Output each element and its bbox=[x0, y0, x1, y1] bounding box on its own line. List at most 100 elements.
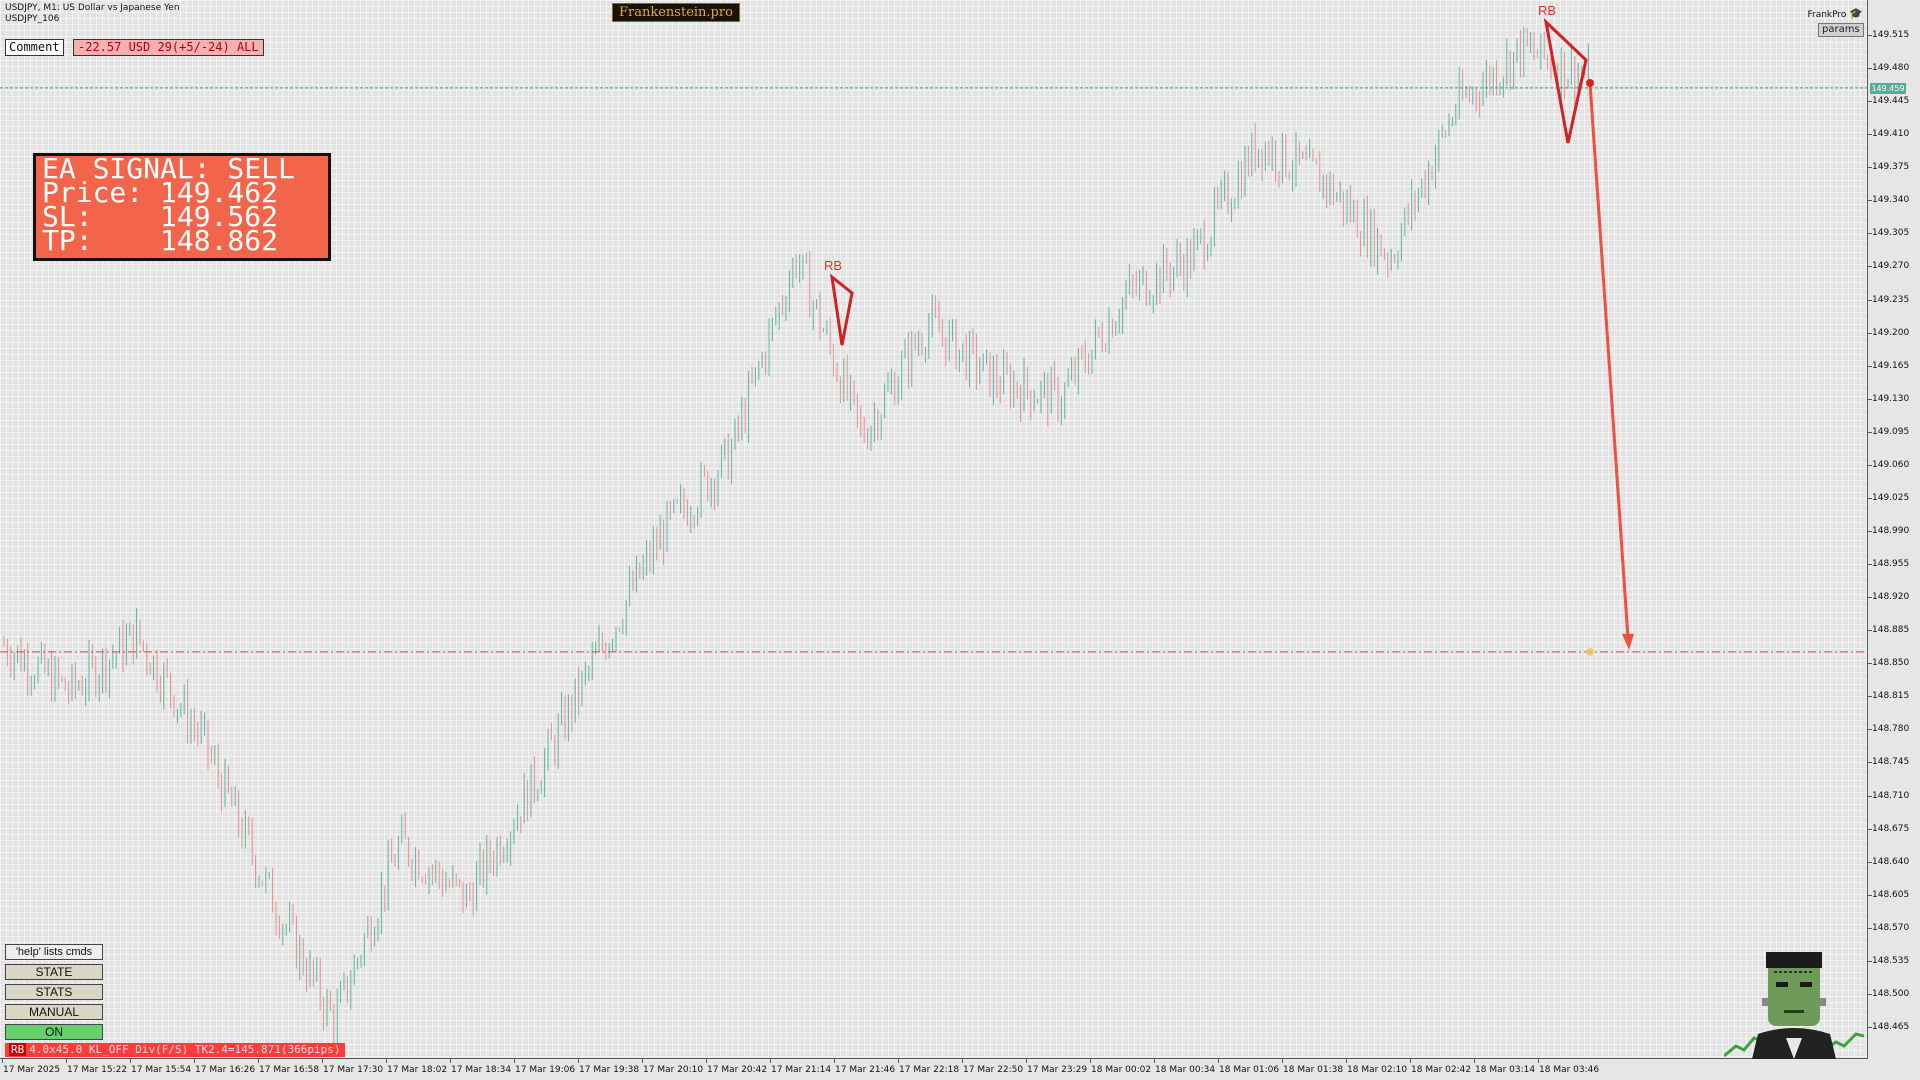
price-tick-mark bbox=[1868, 630, 1872, 632]
time-tick-label: 18 Mar 02:42 bbox=[1411, 1065, 1472, 1075]
price-tick-mark bbox=[1868, 993, 1872, 995]
price-tick-mark bbox=[1868, 960, 1872, 962]
time-tick-mark bbox=[1474, 1059, 1475, 1063]
time-tick-mark bbox=[2, 1059, 3, 1063]
overlays-layer: RB RB bbox=[0, 3, 1868, 656]
price-tick-label: 149.095 bbox=[1872, 426, 1910, 437]
time-tick-label: 17 Mar 20:42 bbox=[707, 1065, 768, 1075]
time-tick-mark bbox=[1154, 1059, 1155, 1063]
graduation-cap-icon: 🎓 bbox=[1849, 7, 1863, 20]
price-tick-label: 148.955 bbox=[1872, 559, 1910, 570]
price-tick-label: 148.885 bbox=[1872, 625, 1910, 636]
time-tick-mark bbox=[130, 1059, 131, 1063]
price-tick-mark bbox=[1868, 531, 1872, 532]
comment-label: Comment bbox=[5, 39, 64, 56]
price-tick-label: 149.410 bbox=[1872, 129, 1910, 140]
time-tick-label: 17 Mar 22:18 bbox=[899, 1065, 960, 1075]
time-tick-mark bbox=[514, 1059, 515, 1063]
ea-signal-panel: EA SIGNAL: SELL Price: 149.462 SL: 149.5… bbox=[33, 153, 331, 261]
price-tick-label: 148.605 bbox=[1872, 889, 1910, 900]
time-tick-label: 18 Mar 01:38 bbox=[1283, 1065, 1344, 1075]
sell-arrow bbox=[1588, 82, 1630, 639]
time-tick-label: 17 Mar 15:22 bbox=[67, 1065, 128, 1075]
on-toggle-button[interactable]: ON bbox=[5, 1024, 103, 1040]
price-tick-mark bbox=[1868, 365, 1872, 367]
time-tick-label: 17 Mar 18:34 bbox=[451, 1065, 512, 1075]
time-tick-mark bbox=[1026, 1059, 1027, 1063]
frankenstein-mascot-icon bbox=[1724, 952, 1864, 1059]
price-tick-mark bbox=[1868, 332, 1872, 334]
time-tick-label: 17 Mar 19:38 bbox=[579, 1065, 640, 1075]
price-tick-mark bbox=[1868, 497, 1872, 499]
price-tick-label: 149.270 bbox=[1872, 261, 1910, 272]
time-tick-mark bbox=[450, 1059, 451, 1063]
status-text: 4.0x45.0 KL_OFF Div(F/S) TK2.4=145.871(3… bbox=[29, 1043, 341, 1056]
time-tick-label: 17 Mar 21:46 bbox=[835, 1065, 896, 1075]
pnl-label: -22.57 USD 29(+5/-24) ALL bbox=[73, 39, 264, 56]
time-tick-label: 17 Mar 16:26 bbox=[195, 1065, 256, 1075]
price-tick-label: 149.200 bbox=[1872, 327, 1910, 338]
time-tick-mark bbox=[834, 1059, 835, 1063]
symbol-title: USDJPY, M1: US Dollar vs Japanese Yen US… bbox=[5, 3, 180, 25]
state-button[interactable]: STATE bbox=[5, 964, 103, 980]
rb-pattern-triangle bbox=[1543, 17, 1588, 144]
price-scale[interactable]: 149.515 149.480 149.445 149.410 149.375 149.3… bbox=[1868, 0, 1920, 1059]
time-tick-label: 17 Mar 19:06 bbox=[515, 1065, 576, 1075]
time-tick-label: 17 Mar 20:10 bbox=[643, 1065, 704, 1075]
price-tick-mark bbox=[1868, 35, 1872, 36]
time-tick-label: 18 Mar 00:34 bbox=[1155, 1065, 1216, 1075]
price-tick-label: 148.640 bbox=[1872, 856, 1910, 867]
price-tick-mark bbox=[1868, 200, 1872, 202]
time-tick-label: 17 Mar 18:02 bbox=[387, 1065, 448, 1075]
time-tick-label: 17 Mar 22:50 bbox=[963, 1065, 1024, 1075]
price-tick-mark bbox=[1868, 861, 1872, 863]
status-bar: RB 4.0x45.0 KL_OFF Div(F/S) TK2.4=145.871… bbox=[5, 1043, 345, 1057]
time-tick-mark bbox=[1090, 1059, 1091, 1063]
frankpro-label: FrankPro 🎓 bbox=[1807, 7, 1863, 20]
brand-label[interactable]: Frankenstein.pro bbox=[612, 3, 740, 22]
time-tick-label: 17 Mar 16:58 bbox=[259, 1065, 320, 1075]
manual-button[interactable]: MANUAL bbox=[5, 1004, 103, 1020]
signal-title: EA SIGNAL: SELL bbox=[42, 153, 295, 185]
price-tick-mark bbox=[1868, 564, 1872, 566]
price-tick-label: 148.850 bbox=[1872, 658, 1910, 669]
params-button[interactable]: params bbox=[1818, 23, 1864, 37]
time-tick-mark bbox=[322, 1059, 323, 1063]
time-axis[interactable]: 17 Mar 2025 17 Mar 15:22 17 Mar 15:54 17 Ma… bbox=[0, 1059, 1868, 1080]
price-tick-mark bbox=[1868, 233, 1872, 235]
price-tick-label: 149.130 bbox=[1872, 393, 1910, 404]
time-tick-label: 17 Mar 21:14 bbox=[771, 1065, 832, 1075]
price-tick-mark bbox=[1868, 167, 1872, 169]
price-tick-label: 148.570 bbox=[1872, 922, 1910, 933]
price-tick-mark bbox=[1868, 894, 1872, 896]
time-tick-mark bbox=[1282, 1059, 1283, 1063]
tp-marker bbox=[1586, 647, 1594, 656]
rb-label: RB bbox=[1538, 3, 1556, 18]
price-tick-label: 149.515 bbox=[1872, 30, 1910, 40]
price-tick-label: 149.445 bbox=[1872, 96, 1910, 107]
time-tick-label: 18 Mar 02:10 bbox=[1347, 1065, 1408, 1075]
price-tick-label: 148.780 bbox=[1872, 724, 1910, 735]
symbol-line: USDJPY, M1: US Dollar vs Japanese Yen bbox=[5, 3, 180, 13]
time-tick-label: 17 Mar 15:54 bbox=[131, 1065, 192, 1075]
price-tick-mark bbox=[1868, 299, 1872, 301]
stats-button[interactable]: STATS bbox=[5, 984, 103, 1000]
time-tick-mark bbox=[386, 1059, 387, 1063]
frankpro-text: FrankPro bbox=[1807, 10, 1847, 20]
price-tick-label: 149.305 bbox=[1872, 228, 1910, 239]
price-tick-label: 149.235 bbox=[1872, 294, 1910, 305]
price-tick-label: 148.535 bbox=[1872, 955, 1910, 966]
account-line: USDJPY_106 bbox=[5, 14, 60, 24]
help-button[interactable]: 'help' lists cmds bbox=[5, 944, 103, 960]
price-tick-mark bbox=[1868, 464, 1872, 466]
entry-marker bbox=[1586, 79, 1594, 87]
time-tick-mark bbox=[1410, 1059, 1411, 1063]
time-tick-label: 17 Mar 2025 bbox=[3, 1065, 61, 1075]
command-panel: 'help' lists cmds STATE STATS MANUAL ON bbox=[5, 944, 105, 1044]
price-tick-mark bbox=[1868, 762, 1872, 764]
price-tick-label: 148.815 bbox=[1872, 691, 1910, 702]
time-tick-label: 17 Mar 17:30 bbox=[323, 1065, 384, 1075]
signal-tp: TP: 148.862 bbox=[42, 224, 279, 257]
status-tag: RB bbox=[9, 1043, 27, 1056]
time-tick-mark bbox=[1218, 1059, 1219, 1063]
